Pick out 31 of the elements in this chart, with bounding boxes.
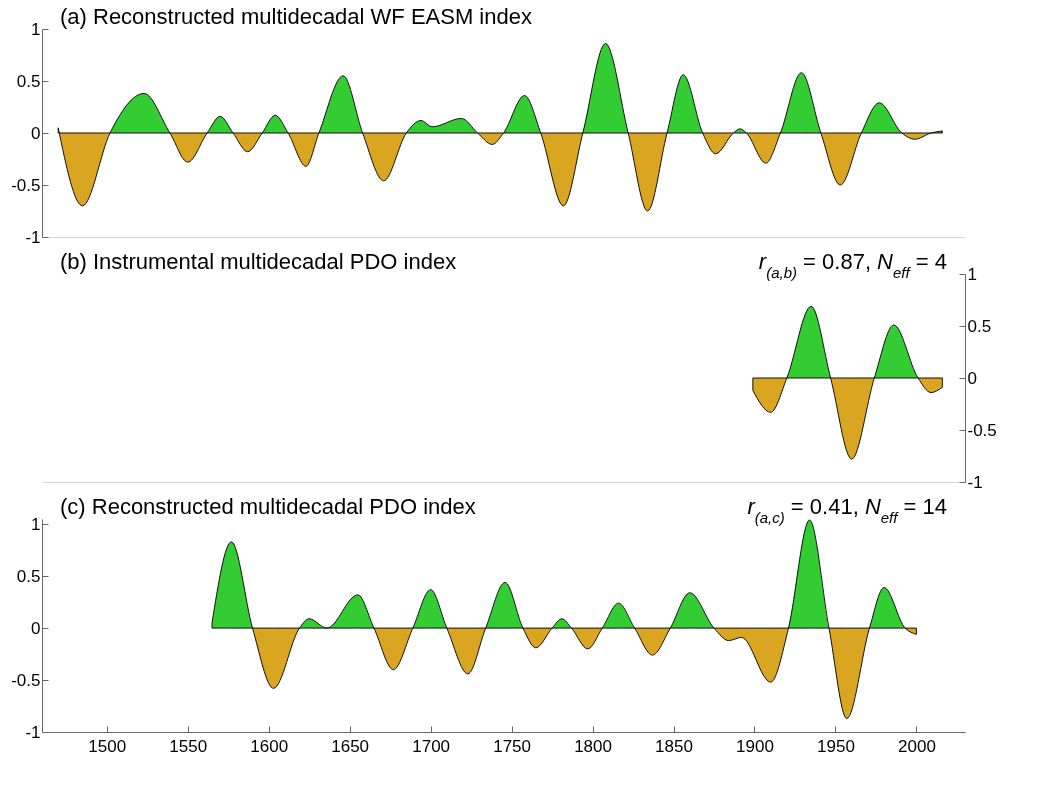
annotation: r$_{(a,b)}$ = 0.87, N$_{eff}$ = 4 — [758, 249, 947, 281]
x-tick-label: 1950 — [817, 736, 855, 756]
x-tick-label: 1900 — [736, 736, 774, 756]
y-tick-label: -0.5 — [11, 175, 41, 195]
x-tick-label: 1650 — [331, 736, 370, 756]
y2-tick-label: 1 — [967, 264, 977, 284]
x-tick-label: 1600 — [250, 736, 289, 756]
x-tick-label: 1500 — [88, 736, 127, 756]
y-tick-label: -1 — [25, 227, 41, 247]
y-tick-label: 0 — [31, 618, 41, 638]
annotation: r$_{(a,c)}$ = 0.41, N$_{eff}$ = 14 — [747, 494, 947, 526]
y2-tick-label: 0 — [967, 368, 977, 388]
y2-tick-label: 0.5 — [967, 316, 992, 336]
y-tick-label: 0 — [31, 123, 41, 143]
y2-tick-label: -0.5 — [967, 420, 997, 440]
y-tick-label: 1 — [31, 19, 41, 39]
y-tick-label: 0.5 — [16, 71, 41, 91]
y-tick-label: -0.5 — [11, 670, 41, 690]
x-tick-label: 1700 — [412, 736, 451, 756]
y-tick-label: 0.5 — [16, 566, 41, 586]
y2-tick-label: -1 — [967, 472, 983, 492]
chart-title: (b) Instrumental multidecadal PDO index — [60, 249, 457, 274]
x-tick-label: 1750 — [493, 736, 532, 756]
y-tick-label: 1 — [31, 514, 41, 534]
x-tick-label: 1550 — [169, 736, 208, 756]
x-tick-label: 1850 — [655, 736, 693, 756]
x-tick-label: 1800 — [574, 736, 612, 756]
chart-title: (a) Reconstructed multidecadal WF EASM index — [60, 4, 532, 29]
y-tick-label: -1 — [25, 722, 41, 742]
x-tick-label: 2000 — [898, 736, 936, 756]
chart-title: (c) Reconstructed multidecadal PDO index — [60, 494, 476, 519]
